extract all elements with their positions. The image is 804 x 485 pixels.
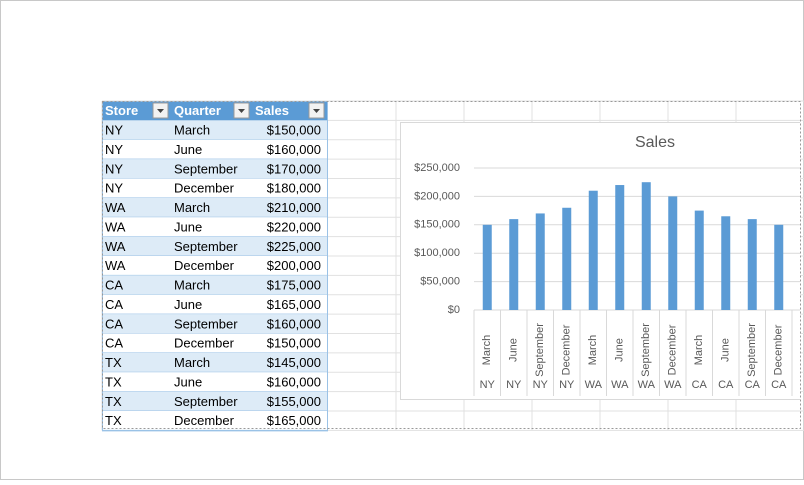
table[interactable]: Store Quarter Sales NY March $150,000 NY June $1… — [102, 101, 328, 431]
bar — [748, 219, 757, 310]
table-cell: December — [174, 336, 235, 351]
group-label: NY — [480, 379, 496, 391]
x-tick-label: December — [561, 324, 573, 375]
group-label: CA — [745, 379, 761, 391]
y-tick-label: $50,000 — [420, 276, 460, 288]
bar — [668, 196, 677, 310]
table-cell: $150,000 — [267, 336, 321, 351]
table-cell: $170,000 — [267, 161, 321, 176]
y-tick-label: $100,000 — [414, 247, 460, 259]
x-tick-label: March — [587, 335, 599, 366]
header-cell: Quarter — [174, 103, 221, 118]
table-cell: June — [174, 374, 202, 389]
group-label: CA — [771, 379, 787, 391]
table-cell: $200,000 — [267, 258, 321, 273]
table-cell: $210,000 — [267, 200, 321, 215]
table-cell: WA — [105, 239, 126, 254]
x-tick-label: June — [720, 338, 732, 362]
table-cell: WA — [105, 258, 126, 273]
table-cell: NY — [105, 123, 123, 138]
table-cell: CA — [105, 316, 123, 331]
table-cell: $155,000 — [267, 394, 321, 409]
table-cell: NY — [105, 142, 123, 157]
group-label: WA — [664, 379, 682, 391]
table-cell: WA — [105, 200, 126, 215]
x-tick-label: June — [614, 338, 626, 362]
header-cell: Store — [105, 103, 138, 118]
bar — [589, 191, 598, 310]
chart-title: Sales — [635, 134, 675, 151]
bar — [483, 225, 492, 310]
table-cell: June — [174, 219, 202, 234]
table-cell: TX — [105, 374, 122, 389]
group-label: NY — [559, 379, 575, 391]
table-cell: TX — [105, 355, 122, 370]
chart[interactable]: Sales $0 $50,000 $100,000 $150,000 $200,000 $… — [401, 123, 804, 400]
table-cell: TX — [105, 394, 122, 409]
x-tick-label: September — [640, 323, 652, 377]
bar — [774, 225, 783, 310]
x-tick-label: March — [693, 335, 705, 366]
table-cell: September — [174, 316, 238, 331]
x-tick-label: December — [773, 324, 785, 375]
table-cell: $150,000 — [267, 123, 321, 138]
y-tick-label: $150,000 — [414, 219, 460, 231]
table-cell: CA — [105, 278, 123, 293]
y-tick-label: $200,000 — [414, 190, 460, 202]
group-label: NY — [506, 379, 522, 391]
table-cell: $180,000 — [267, 181, 321, 196]
table-cell: March — [174, 278, 210, 293]
table-cell: $145,000 — [267, 355, 321, 370]
table-cell: $160,000 — [267, 316, 321, 331]
table-cell: March — [174, 200, 210, 215]
table-cell: December — [174, 181, 235, 196]
x-tick-label: September — [534, 323, 546, 377]
bar — [695, 211, 704, 310]
group-label: WA — [585, 379, 603, 391]
x-tick-label: September — [746, 323, 758, 377]
table-cell: September — [174, 394, 238, 409]
table-cell: CA — [105, 336, 123, 351]
bar — [509, 219, 518, 310]
table-cell: $160,000 — [267, 142, 321, 157]
y-tick-label: $0 — [448, 304, 460, 316]
table-cell: NY — [105, 181, 123, 196]
group-label: WA — [638, 379, 656, 391]
bar — [536, 213, 545, 310]
group-label: CA — [692, 379, 708, 391]
table-cell: September — [174, 161, 238, 176]
table-cell: $225,000 — [267, 239, 321, 254]
x-tick-label: December — [667, 324, 679, 375]
table-cell: December — [174, 258, 235, 273]
table-cell: June — [174, 297, 202, 312]
x-tick-label: June — [508, 338, 520, 362]
table-cell: WA — [105, 219, 126, 234]
table-cell: $175,000 — [267, 278, 321, 293]
table-cell: NY — [105, 161, 123, 176]
table-cell: March — [174, 123, 210, 138]
table-cell: $165,000 — [267, 297, 321, 312]
table-cell: December — [174, 413, 235, 428]
table-cell: $165,000 — [267, 413, 321, 428]
table-cell: $220,000 — [267, 219, 321, 234]
bar — [562, 208, 571, 310]
table-cell: September — [174, 239, 238, 254]
bar — [642, 182, 651, 310]
group-label: NY — [533, 379, 549, 391]
table-cell: March — [174, 355, 210, 370]
group-label: WA — [611, 379, 629, 391]
table-cell: $160,000 — [267, 374, 321, 389]
table-cell: TX — [105, 413, 122, 428]
y-tick-label: $250,000 — [414, 162, 460, 174]
table-cell: CA — [105, 297, 123, 312]
bar — [615, 185, 624, 310]
table-cell: June — [174, 142, 202, 157]
chart-area — [401, 123, 804, 400]
group-label: CA — [718, 379, 734, 391]
header-cell: Sales — [255, 103, 289, 118]
x-tick-label: March — [481, 335, 493, 366]
bar — [721, 216, 730, 310]
